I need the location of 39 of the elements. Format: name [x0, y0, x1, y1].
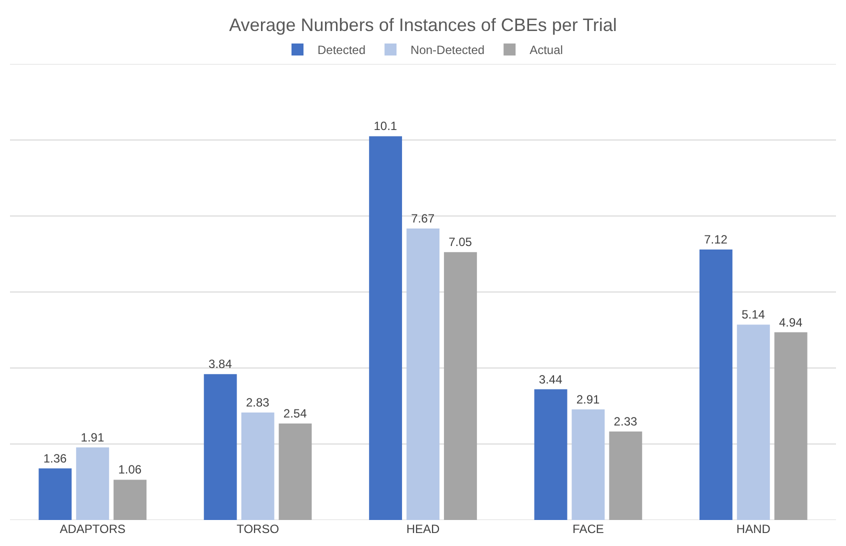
- bar: [699, 249, 732, 520]
- bar: [241, 412, 274, 520]
- bar: [38, 468, 72, 520]
- bar: [204, 374, 237, 520]
- bar: [774, 332, 808, 520]
- data-label: 3.44: [538, 372, 563, 386]
- data-label: 2.54: [283, 406, 308, 420]
- bar: [534, 389, 568, 520]
- legend-label: Detected: [318, 43, 366, 58]
- data-label: 1.36: [43, 451, 67, 466]
- x-tick-label: HAND: [736, 522, 771, 536]
- legend-label: Actual: [530, 43, 563, 58]
- bar: [369, 136, 402, 520]
- bar: [406, 228, 440, 520]
- bar: [114, 480, 147, 520]
- legend-label: Non-Detected: [410, 43, 485, 58]
- bar: [736, 324, 770, 520]
- data-label: 5.14: [742, 308, 766, 322]
- data-label: 10.1: [374, 119, 398, 134]
- bar: [609, 431, 642, 520]
- bar: [572, 409, 605, 520]
- data-label: 7.67: [411, 212, 435, 226]
- x-tick-label: FACE: [572, 522, 604, 536]
- data-label: 2.83: [246, 395, 270, 410]
- data-label: 3.84: [208, 357, 232, 372]
- bar: [278, 423, 312, 520]
- data-label: 2.33: [614, 414, 638, 428]
- data-label: 7.05: [448, 235, 472, 250]
- data-label: 4.94: [779, 315, 803, 330]
- data-label: 1.06: [118, 462, 142, 477]
- data-label: 7.12: [704, 232, 728, 246]
- data-label: 1.91: [80, 430, 104, 444]
- bar: [76, 447, 110, 520]
- x-tick-label: ADAPTORS: [60, 522, 126, 536]
- x-tick-label: TORSO: [236, 522, 280, 536]
- x-tick-label: HEAD: [406, 522, 440, 536]
- bar: [444, 252, 477, 520]
- chart-title: Average Numbers of Instances of CBEs per Trial: [229, 14, 617, 35]
- data-label: 2.91: [576, 392, 600, 406]
